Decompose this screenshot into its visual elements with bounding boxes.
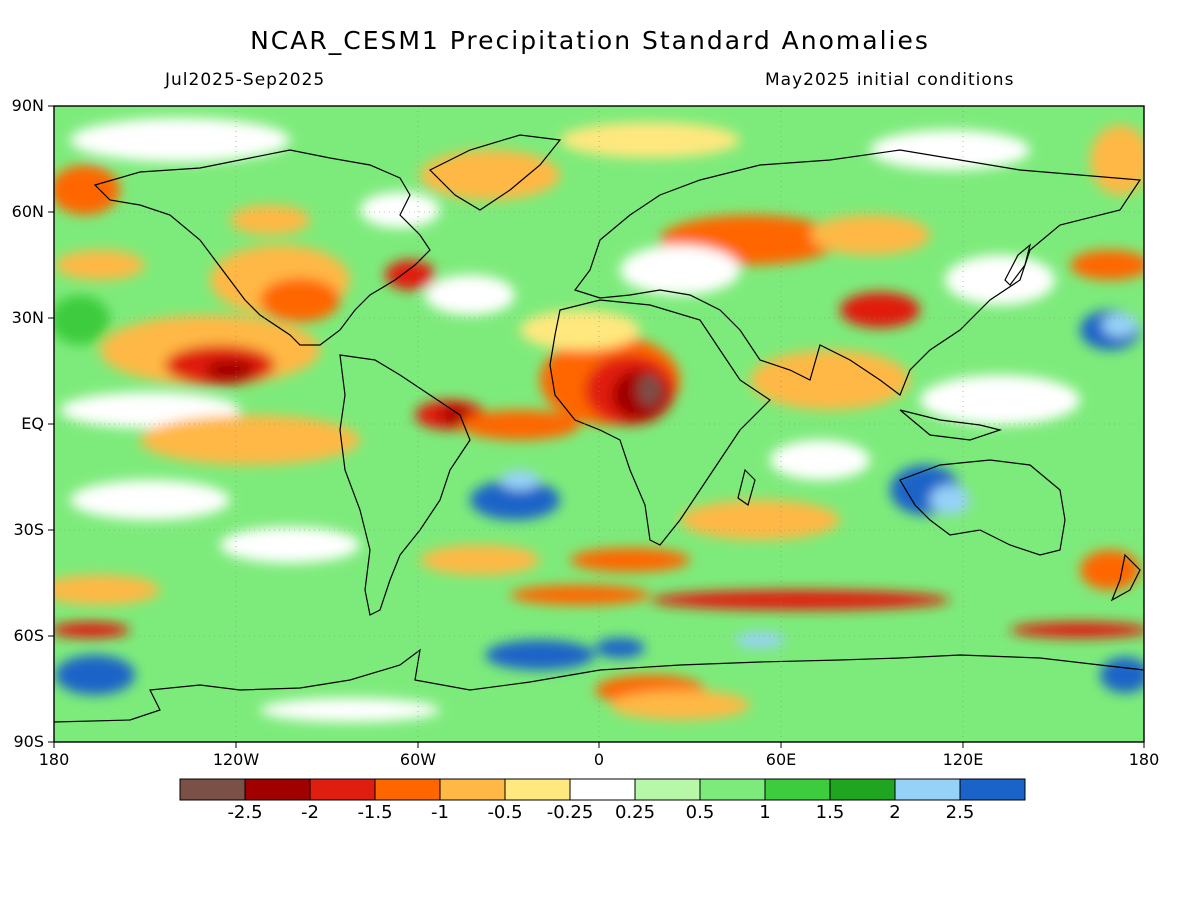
colorbar-swatch	[374, 778, 441, 801]
colorbar-tick-label: -0.5	[487, 802, 523, 823]
japan-coast	[1004, 243, 1032, 286]
lon-label-0: 0	[593, 750, 605, 769]
antarctica-coast	[54, 648, 1144, 723]
lat-label-30n: 30N	[11, 308, 44, 327]
lon-label-60w: 60W	[399, 750, 437, 769]
initial-conditions: May2025 initial conditions	[765, 70, 1015, 90]
colorbar-swatch	[764, 778, 831, 801]
colorbar-swatch	[894, 778, 961, 801]
south-america-coast	[339, 354, 471, 616]
lat-label-90n: 90N	[11, 96, 44, 115]
lat-label-30s: 30S	[13, 520, 44, 539]
colorbar-tick-label: 1.5	[815, 802, 845, 823]
colorbar-tick-label: 2.5	[945, 802, 975, 823]
map-title: NCAR_CESM1 Precipitation Standard Anomal…	[250, 26, 930, 55]
new-zealand-coast	[1110, 553, 1141, 602]
lat-label-90s: 90S	[13, 732, 44, 751]
lat-label-60s: 60S	[13, 626, 44, 645]
colorbar-tick-label: 1	[759, 802, 771, 823]
africa-coast	[549, 299, 771, 546]
colorbar-tick-label: -2	[301, 802, 319, 823]
greenland-coast	[428, 134, 562, 211]
australia-coast	[899, 459, 1066, 556]
colorbar-tick-label: -0.25	[546, 802, 594, 823]
colorbar-swatch	[699, 778, 766, 801]
colorbar-swatch	[829, 778, 896, 801]
colorbar-swatch	[179, 778, 246, 801]
colorbar-swatch	[439, 778, 506, 801]
forecast-period: Jul2025-Sep2025	[165, 70, 326, 90]
lat-label-60n: 60N	[11, 202, 44, 221]
colorbar-tick-label: 0.5	[685, 802, 715, 823]
lon-label-120e: 120E	[942, 750, 984, 769]
lat-label-eq: EQ	[21, 414, 44, 433]
lon-label-180e: 180	[1128, 750, 1160, 769]
colorbar-swatch	[569, 778, 636, 801]
coastlines	[54, 134, 1144, 723]
colorbar-swatch	[309, 778, 376, 801]
madagascar-coast	[737, 468, 756, 506]
colorbar-tick-label: 2	[889, 802, 901, 823]
colorbar-swatch	[244, 778, 311, 801]
gridlines	[54, 106, 1144, 742]
colorbar-tick-label: -1.5	[357, 802, 393, 823]
lon-label-120w: 120W	[212, 750, 260, 769]
colorbar	[179, 778, 1026, 801]
axis-ticks	[48, 105, 1145, 748]
colorbar-swatch	[959, 778, 1026, 801]
lon-label-60e: 60E	[765, 750, 797, 769]
indonesia-coast	[899, 409, 1003, 441]
colorbar-tick-label: 0.25	[614, 802, 656, 823]
colorbar-swatch	[634, 778, 701, 801]
north-america-coast	[93, 149, 431, 346]
colorbar-tick-label: -1	[431, 802, 449, 823]
eurasia-coast	[574, 149, 1142, 396]
colorbar-swatch	[504, 778, 571, 801]
colorbar-tick-label: -2.5	[227, 802, 263, 823]
lon-label-180w: 180	[38, 750, 70, 769]
